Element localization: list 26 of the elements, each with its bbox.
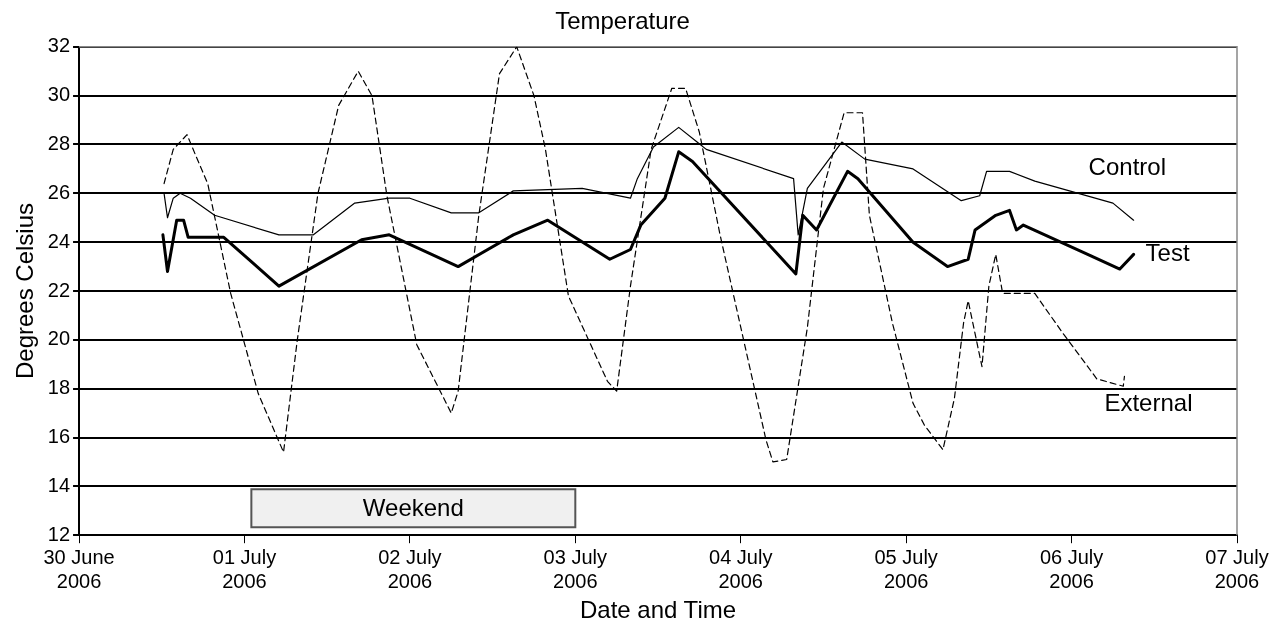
- x-tick-label: 05 July 2006: [874, 545, 938, 592]
- y-tick-label: 20: [47, 327, 71, 350]
- y-tick-label: 26: [47, 180, 71, 203]
- y-tick-label: 32: [47, 34, 71, 57]
- y-tick-label: 12: [47, 522, 71, 545]
- y-tick-label: 16: [47, 425, 71, 448]
- y-tick-label: 24: [47, 229, 71, 252]
- x-tick-label: 04 July 2006: [709, 545, 773, 592]
- y-tick-label: 22: [47, 278, 71, 301]
- x-tick-label: 06 July 2006: [1039, 545, 1104, 592]
- x-tick-label: 02 July 2006: [378, 545, 442, 592]
- x-axis-title: Date and Time: [579, 596, 737, 624]
- series-label: Test: [1145, 238, 1190, 266]
- y-tick-label: 18: [47, 376, 71, 399]
- series-label: External: [1104, 389, 1193, 417]
- y-tick-label: 30: [47, 83, 71, 106]
- chart-title: Temperature: [555, 7, 690, 35]
- y-tick-label: 14: [47, 473, 71, 496]
- y-axis-title: Degrees Celsius: [11, 202, 39, 380]
- band-label: Weekend: [362, 493, 464, 521]
- series-label: Control: [1088, 152, 1166, 180]
- y-tick-label: 28: [47, 132, 71, 154]
- x-tick-label: 03 July 2006: [543, 545, 607, 592]
- x-tick-label: 30 June 2006: [43, 545, 115, 592]
- x-tick-label: 01 July 2006: [212, 545, 277, 592]
- x-tick-label: 07 July 2006: [1205, 545, 1269, 592]
